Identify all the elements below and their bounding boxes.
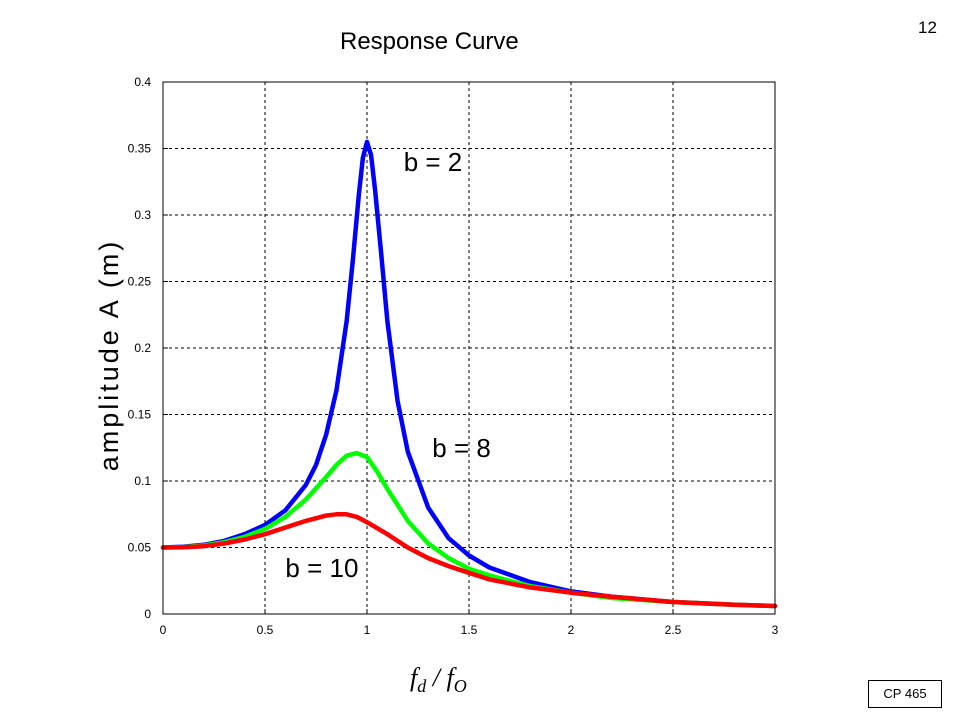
x-axis-label-sub1: d	[417, 676, 427, 696]
curve-annotation: b = 10	[285, 553, 358, 583]
y-tick-label: 0.25	[128, 275, 152, 289]
x-tick-label: 2.5	[665, 623, 682, 637]
x-tick-label: 1.5	[461, 623, 478, 637]
page-number: 12	[918, 18, 937, 37]
x-axis-label-f2: f	[446, 663, 457, 692]
slide-title: Response Curve	[340, 28, 519, 55]
y-tick-label: 0.4	[134, 75, 151, 89]
x-tick-label: 3	[772, 623, 779, 637]
x-tick-label: 2	[568, 623, 575, 637]
x-axis-label-f1: f	[410, 663, 421, 692]
curve-annotation: b = 8	[432, 433, 491, 463]
curve-layer	[160, 139, 778, 609]
y-tick-label: 0.3	[134, 208, 151, 222]
series-line-b-2	[160, 139, 778, 609]
label-layer: b = 2 b = 8 b = 10	[285, 147, 490, 583]
reference-box: CP 465	[868, 680, 942, 708]
grid-layer	[163, 82, 775, 614]
y-axis-label: amplitude A (m)	[94, 239, 124, 472]
x-tick-label: 1	[364, 623, 371, 637]
x-axis-label-slash: /	[426, 663, 446, 692]
y-tick-label: 0.35	[128, 142, 152, 156]
y-tick-label: 0	[144, 607, 151, 621]
y-tick-label: 0.2	[134, 341, 151, 355]
x-axis-label: fd / fO	[410, 663, 467, 696]
y-tick-label: 0.05	[128, 541, 152, 555]
x-axis-label-sub2: O	[454, 676, 467, 696]
y-tick-label: 0.1	[134, 474, 151, 488]
y-tick-label: 0.15	[128, 408, 152, 422]
tick-layer: 0 0.5 1 1.5 2 2.5 3 0 0.05 0.1 0.15 0.2 0.25 0.3 0.35 0…	[128, 75, 779, 637]
series-line-b-10	[160, 512, 778, 609]
x-tick-label: 0	[160, 623, 167, 637]
curve-annotation: b = 2	[404, 147, 463, 177]
x-tick-label: 0.5	[257, 623, 274, 637]
